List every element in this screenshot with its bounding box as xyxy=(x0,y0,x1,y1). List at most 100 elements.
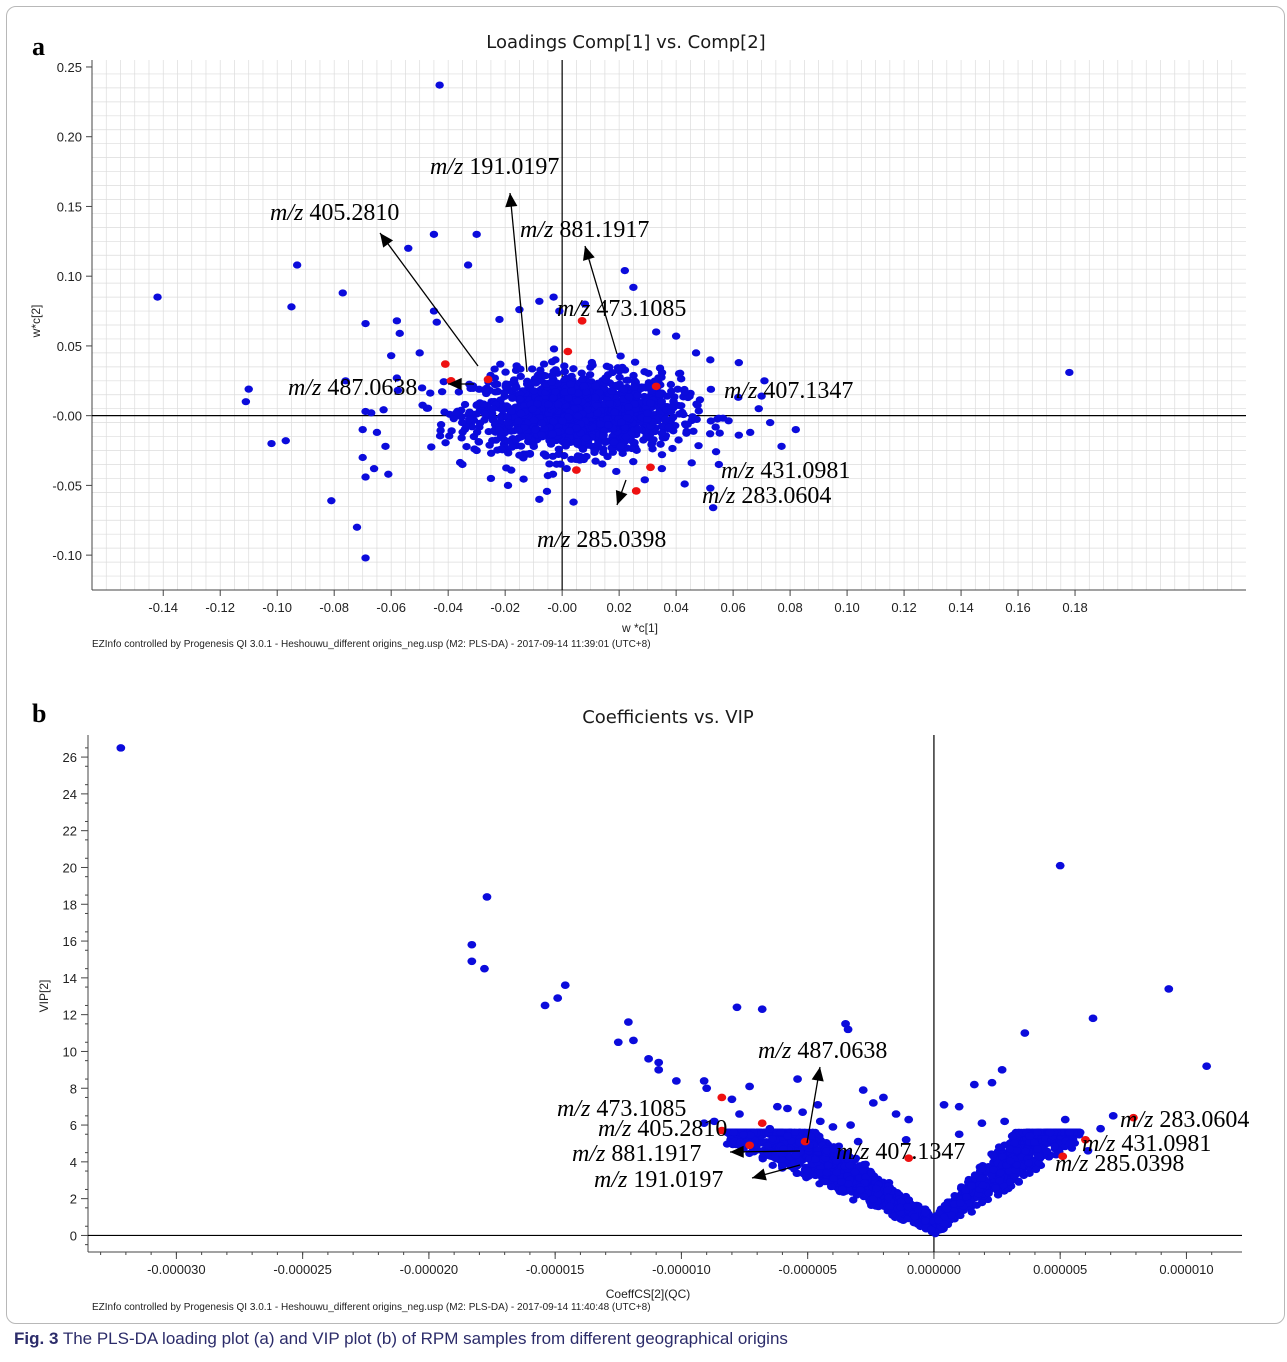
data-point xyxy=(547,437,556,445)
data-point xyxy=(904,1115,914,1124)
data-point xyxy=(679,410,688,419)
data-point xyxy=(587,358,597,367)
data-point xyxy=(480,410,490,418)
data-point xyxy=(666,380,676,389)
highlight-point xyxy=(571,466,581,474)
y-tick-label: 0.25 xyxy=(57,60,82,75)
data-point xyxy=(714,460,724,469)
data-point xyxy=(1065,368,1074,377)
data-point xyxy=(792,1169,801,1178)
x-tick-label: -0.04 xyxy=(433,600,463,615)
data-point xyxy=(517,433,526,441)
data-point xyxy=(705,430,715,438)
data-point xyxy=(599,432,608,440)
data-point xyxy=(783,1104,792,1113)
data-point xyxy=(554,445,564,453)
data-point xyxy=(553,994,563,1002)
data-point xyxy=(850,1168,860,1176)
data-point xyxy=(573,438,582,446)
data-point xyxy=(528,405,537,413)
annotation-arrow-head xyxy=(505,193,518,208)
data-point xyxy=(612,467,621,476)
data-point xyxy=(736,1138,745,1146)
annotation-arrow-line xyxy=(509,192,528,373)
data-point xyxy=(844,1180,853,1188)
data-point xyxy=(496,360,505,368)
data-point xyxy=(501,383,510,391)
x-tick-label: -0.000010 xyxy=(652,1262,711,1277)
data-point xyxy=(745,1082,754,1091)
data-point xyxy=(673,385,682,393)
data-point xyxy=(474,438,483,446)
data-point xyxy=(718,414,728,422)
y-tick-label: 16 xyxy=(63,934,77,949)
data-point xyxy=(486,449,496,457)
data-point xyxy=(554,450,563,459)
data-point xyxy=(1006,1178,1015,1186)
data-point xyxy=(540,1001,550,1010)
x-tick-label: 0.10 xyxy=(834,600,859,615)
data-point xyxy=(640,476,649,484)
data-point xyxy=(651,328,661,336)
y-tick-label: 20 xyxy=(63,860,77,875)
data-point xyxy=(977,1174,986,1182)
data-point xyxy=(640,368,649,376)
data-point xyxy=(903,1215,913,1223)
data-point xyxy=(543,400,553,409)
data-point xyxy=(581,434,591,442)
chart-b-points xyxy=(116,744,1212,1238)
data-point xyxy=(793,1075,802,1083)
annotation-arrow-line xyxy=(379,232,479,367)
data-point xyxy=(460,400,470,409)
annotation-arrow-head xyxy=(380,233,394,248)
data-point xyxy=(615,373,624,381)
data-point xyxy=(927,1225,936,1234)
data-point xyxy=(439,378,449,386)
data-point xyxy=(765,419,775,427)
data-point xyxy=(706,484,715,492)
data-point xyxy=(441,439,450,447)
data-point xyxy=(594,439,603,447)
data-point xyxy=(831,1157,841,1165)
data-point xyxy=(591,382,600,390)
data-point xyxy=(503,437,513,445)
data-point xyxy=(820,1154,830,1162)
data-point xyxy=(591,393,600,402)
data-point xyxy=(947,1211,956,1219)
data-point xyxy=(241,398,251,406)
data-point xyxy=(934,1216,943,1225)
x-tick-label: -0.08 xyxy=(319,600,349,615)
x-tick-label: -0.000025 xyxy=(273,1262,332,1277)
highlight-point xyxy=(440,360,450,368)
data-point xyxy=(558,417,567,425)
data-point xyxy=(529,387,539,395)
data-point xyxy=(281,437,290,445)
data-point xyxy=(795,1157,805,1165)
data-point xyxy=(480,964,489,973)
annotation-label: m/z 487.0638 xyxy=(288,375,417,401)
data-point xyxy=(969,1080,979,1089)
figure-caption: Fig. 3 The PLS-DA loading plot (a) and V… xyxy=(14,1329,1274,1349)
data-point xyxy=(674,436,683,444)
data-point xyxy=(649,436,658,444)
data-point xyxy=(436,426,445,435)
data-point xyxy=(529,416,539,424)
data-point xyxy=(1035,1153,1044,1161)
data-point xyxy=(858,1166,868,1175)
data-point xyxy=(883,1186,892,1194)
data-point xyxy=(891,1110,901,1118)
data-point xyxy=(777,442,786,450)
data-point xyxy=(515,390,525,398)
data-point xyxy=(482,893,492,901)
data-point xyxy=(680,480,689,488)
data-point xyxy=(548,430,557,438)
data-point xyxy=(661,415,670,423)
data-point xyxy=(1045,1128,1055,1137)
data-point xyxy=(1007,1132,1017,1140)
data-point xyxy=(822,1147,831,1155)
data-point xyxy=(578,454,588,462)
data-point xyxy=(551,388,560,396)
y-tick-label: 8 xyxy=(70,1081,77,1096)
data-point xyxy=(956,1199,965,1207)
